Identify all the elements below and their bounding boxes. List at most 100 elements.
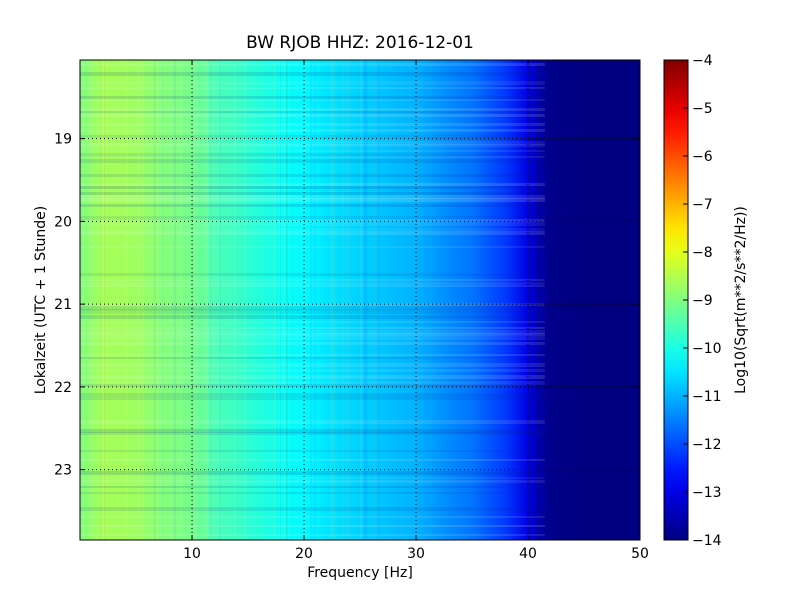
grid-lines (80, 60, 640, 540)
frequency-streak (138, 60, 140, 540)
time-band (80, 534, 545, 536)
frequency-streak (346, 60, 347, 540)
time-band (80, 216, 545, 220)
y-tick-label: 23 (54, 463, 72, 479)
x-axis: 10 20 30 40 50 (183, 60, 649, 562)
time-band (80, 285, 545, 287)
frequency-streak (180, 60, 182, 540)
time-band (80, 198, 545, 202)
frequency-streaks (100, 60, 379, 540)
time-band (80, 525, 545, 527)
y-axis-label: Lokalzeit (UTC + 1 Stunde) (33, 206, 49, 395)
frequency-streak (184, 60, 185, 540)
colorbar-tick-label: −10 (692, 341, 722, 357)
x-tick-label: 20 (295, 546, 313, 562)
time-band (80, 471, 545, 475)
time-band (80, 375, 545, 379)
time-band (80, 492, 545, 494)
frequency-streak (204, 60, 205, 540)
frequency-streak (154, 60, 156, 540)
frequency-streak (330, 60, 332, 540)
time-band (80, 354, 545, 356)
time-band (80, 114, 545, 117)
frequency-streak (174, 60, 176, 540)
time-band (80, 231, 545, 235)
colorbar-tick-label: −8 (692, 245, 713, 261)
frequency-streak (374, 60, 375, 540)
spectrogram-image (80, 60, 640, 540)
time-band (80, 309, 545, 312)
time-band (80, 273, 545, 276)
time-band (80, 312, 545, 314)
colorbar-tick-label: −5 (692, 101, 713, 117)
y-axis: 19 20 21 22 23 (54, 132, 640, 479)
frequency-streak (314, 60, 315, 540)
time-band (80, 282, 545, 285)
time-band (80, 186, 545, 189)
time-band (80, 99, 545, 101)
frequency-streak (220, 60, 221, 540)
time-band (80, 150, 545, 152)
time-band (80, 333, 545, 336)
frequency-streak (244, 60, 246, 540)
time-band (80, 81, 545, 85)
frequency-streak (360, 60, 362, 540)
x-tick-label: 30 (407, 546, 425, 562)
plot-frame (79, 59, 641, 541)
time-band (80, 87, 545, 89)
colorbar-tick-label: −11 (692, 389, 722, 405)
time-band (80, 486, 545, 488)
frequency-streak (276, 60, 277, 540)
time-band (80, 507, 545, 511)
colorbar-tick-label: −6 (692, 149, 713, 165)
frequency-streak (366, 60, 368, 540)
time-band (80, 246, 545, 248)
chart-title: BW RJOB HHZ: 2016-12-01 (246, 33, 474, 53)
frequency-streak (348, 60, 349, 540)
time-band (80, 327, 545, 329)
frequency-streak (234, 60, 236, 540)
time-band (80, 357, 545, 359)
time-band (80, 222, 545, 226)
y-tick-label: 22 (54, 380, 72, 396)
x-axis-label: Frequency [Hz] (307, 565, 413, 581)
time-band (80, 228, 545, 231)
time-band (80, 330, 545, 334)
frequency-streak (172, 60, 173, 540)
frequency-streak (280, 60, 281, 540)
frequency-streak (100, 60, 101, 540)
time-band (80, 174, 545, 177)
frequency-streak (342, 60, 344, 540)
frequency-streak (284, 60, 285, 540)
colorbar-ticks: −4 −5 −6 −7 −8 −9 −10 −11 −12 −13 −14 (683, 53, 722, 549)
frequency-streak (292, 60, 293, 540)
time-band (80, 153, 545, 157)
frequency-streak (142, 60, 144, 540)
time-band (80, 306, 545, 310)
time-band (80, 396, 545, 400)
time-band (80, 63, 545, 66)
colorbar-tick-label: −7 (692, 197, 713, 213)
frequency-streak (104, 60, 105, 540)
frequency-streak (102, 60, 104, 540)
x-tick-label: 50 (631, 546, 649, 562)
time-band (80, 156, 545, 158)
time-band (80, 141, 545, 145)
y-tick-label: 21 (54, 297, 72, 313)
frequency-streak (206, 60, 208, 540)
colorbar-tick-label: −14 (692, 533, 722, 549)
frequency-streak (126, 60, 128, 540)
colorbar-tick-label: −9 (692, 293, 713, 309)
time-band (80, 111, 545, 113)
time-band (80, 96, 545, 99)
time-band (80, 342, 545, 345)
frequency-streak (156, 60, 158, 540)
frequency-streak (210, 60, 211, 540)
colorbar: −4 −5 −6 −7 −8 −9 −10 −11 −12 −13 −14 Log10(Sqrt(m… (663, 53, 749, 549)
frequency-streak (136, 60, 138, 540)
frequency-streak (332, 60, 333, 540)
frequency-streak (310, 60, 312, 540)
time-band (80, 480, 545, 483)
time-band (80, 279, 545, 281)
